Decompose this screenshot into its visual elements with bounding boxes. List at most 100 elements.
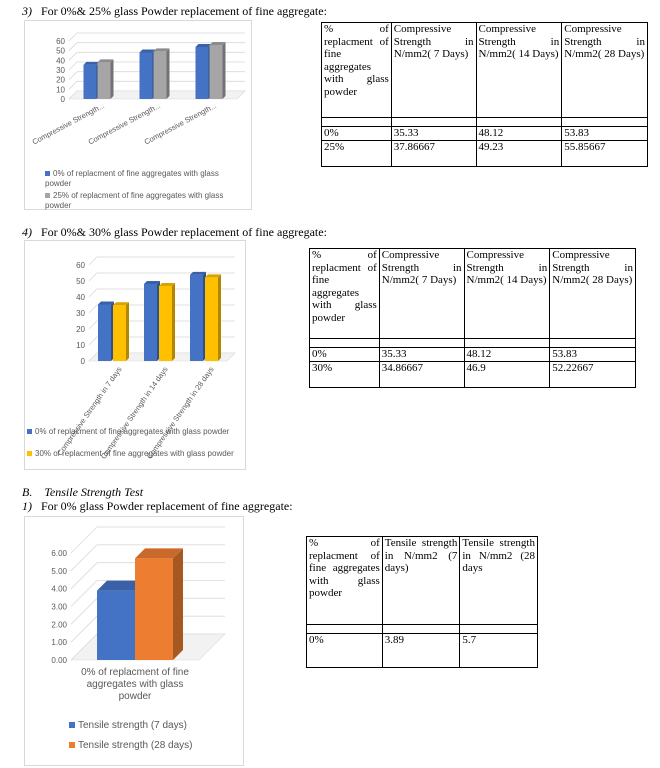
table-cell: 25% <box>321 139 392 167</box>
bar-top <box>209 42 226 46</box>
table-header-cell: Compressive Strength in N/mm2( 7 Days) <box>378 248 465 339</box>
legend-item-1: 30% of replacment of fine aggregates wit… <box>27 449 243 459</box>
table-tensile-0: % of replacment of fine aggregates with … <box>306 536 538 668</box>
table-cell: 49.23 <box>475 139 563 167</box>
table-header-row: % of replacment of fine aggregates with … <box>309 248 636 339</box>
legend-item-0: Tensile strength (7 days) <box>69 720 239 732</box>
bar <box>144 284 157 361</box>
table-cell: 0% <box>321 126 392 141</box>
legend-label: 30% of replacment of fine aggregates wit… <box>35 449 234 458</box>
bar-side <box>173 548 183 660</box>
table-row: 0% 35.33 48.12 53.83 <box>309 347 636 362</box>
table-header-row: % of replacment of fine aggregates with … <box>321 22 648 118</box>
bar-top <box>195 43 212 47</box>
section-title: For 0% glass Powder replacement of fine … <box>41 499 293 513</box>
bar-top <box>97 59 114 63</box>
gridline <box>88 272 235 282</box>
y-tick-label: 40 <box>76 293 85 302</box>
y-tick-label: 0 <box>61 95 66 104</box>
section-3-heading: 3) For 0%& 25% glass Powder replacement … <box>22 4 327 18</box>
table-header-cell: Compressive Strength in N/mm2( 14 Days) <box>463 248 551 339</box>
bar-side <box>172 282 175 361</box>
y-tick-label: 2.00 <box>51 620 67 629</box>
chart-3-category-label: 0% of replacment of fine aggregates with… <box>81 667 189 702</box>
y-tick-label: 4.00 <box>51 585 67 594</box>
table-cell: 37.86667 <box>390 139 477 167</box>
bar-top <box>144 281 160 285</box>
table-cell: 55.85667 <box>561 139 648 167</box>
section-number: 1) <box>22 499 32 513</box>
bar <box>159 285 172 361</box>
legend-label: 0% of replacment of fine aggregates with… <box>45 169 219 188</box>
y-tick-label: 50 <box>56 47 65 56</box>
section-b-heading: B. Tensile Strength Test <box>22 485 143 499</box>
bar-top <box>113 302 129 306</box>
gridline <box>88 288 235 298</box>
legend-swatch <box>69 722 75 729</box>
table-cell: 48.12 <box>475 126 563 141</box>
chart-compressive-0-30: 0 10 20 30 40 50 60 Compressive Strength in 7 d… <box>24 240 246 470</box>
section-number: B. <box>22 485 33 499</box>
bar-side <box>218 274 221 361</box>
gridline <box>88 256 235 266</box>
table-cell: 5.7 <box>459 633 538 668</box>
table-header-row: % of replacment of fine aggregates with … <box>306 536 538 625</box>
bar <box>113 305 126 361</box>
legend-label: 25% of replacment of fine aggregates wit… <box>45 191 224 210</box>
bar <box>83 64 97 99</box>
y-tick-label: 0.00 <box>51 656 67 665</box>
table-cell: 35.33 <box>378 347 465 362</box>
section-4-heading: 4) For 0%& 30% glass Powder replacement … <box>22 225 327 239</box>
section-number: 4) <box>22 225 32 239</box>
gridline <box>68 32 245 42</box>
table-cell: 53.83 <box>549 347 636 362</box>
legend-label: 0% of replacment of fine aggregates with… <box>35 427 230 436</box>
gridline <box>68 80 245 90</box>
bar-side <box>110 59 114 99</box>
legend-swatch <box>45 171 50 177</box>
bar <box>139 52 153 99</box>
y-tick-label: 60 <box>76 261 85 270</box>
bar <box>153 51 167 99</box>
y-tick-label: 6.00 <box>51 549 67 558</box>
table-cell: 48.12 <box>463 347 551 362</box>
y-tick-label: 30 <box>56 66 65 75</box>
table-header-cell: % of replacment of fine aggregates with … <box>306 536 383 625</box>
table-row: 25% 37.86667 49.23 55.85667 <box>321 139 648 167</box>
legend-swatch <box>27 429 32 435</box>
table-row: 0% 3.89 5.7 <box>306 633 538 668</box>
chart-2-legend: 0% of replacment of fine aggregates with… <box>27 427 243 459</box>
table-cell: 35.33 <box>390 126 477 141</box>
bar <box>97 590 135 660</box>
legend-swatch <box>45 193 50 199</box>
table-cell: 34.86667 <box>378 360 465 388</box>
y-tick-label: 5.00 <box>51 567 67 576</box>
bar-top <box>139 49 156 53</box>
gridline <box>88 336 235 346</box>
y-tick-label: 10 <box>76 341 85 350</box>
table-cell: 30% <box>309 360 380 388</box>
y-tick-label: 1.00 <box>51 638 67 647</box>
gridline <box>68 42 245 51</box>
y-tick-label: 60 <box>56 37 65 46</box>
chart-tensile-0: 0.00 1.00 2.00 3.00 4.00 5.00 6.00 0% of repla… <box>24 516 244 766</box>
gridline <box>70 544 225 572</box>
bar-top <box>190 271 206 275</box>
bar-top <box>135 548 183 559</box>
legend-item-0: 0% of replacment of fine aggregates with… <box>45 169 245 189</box>
section-b1-heading: 1) For 0% glass Powder replacement of fi… <box>22 499 293 513</box>
table-row: 30% 34.86667 46.9 52.22667 <box>309 360 636 388</box>
legend-label: Tensile strength (7 days) <box>78 720 187 731</box>
y-tick-label: 30 <box>76 309 85 318</box>
table-header-cell: % of replacment of fine aggregates with … <box>309 248 380 339</box>
bar <box>195 46 209 99</box>
legend-swatch <box>27 451 32 457</box>
bar <box>97 62 111 99</box>
table-header-cell: Compressive Strength in N/mm2( 14 Days) <box>475 22 563 118</box>
legend-item-0: 0% of replacment of fine aggregates with… <box>27 427 243 437</box>
y-tick-label: 20 <box>76 325 85 334</box>
table-header-cell: Compressive Strength in N/mm2( 28 Days) <box>549 248 636 339</box>
section-number: 3) <box>22 4 32 18</box>
gridline <box>68 51 245 61</box>
